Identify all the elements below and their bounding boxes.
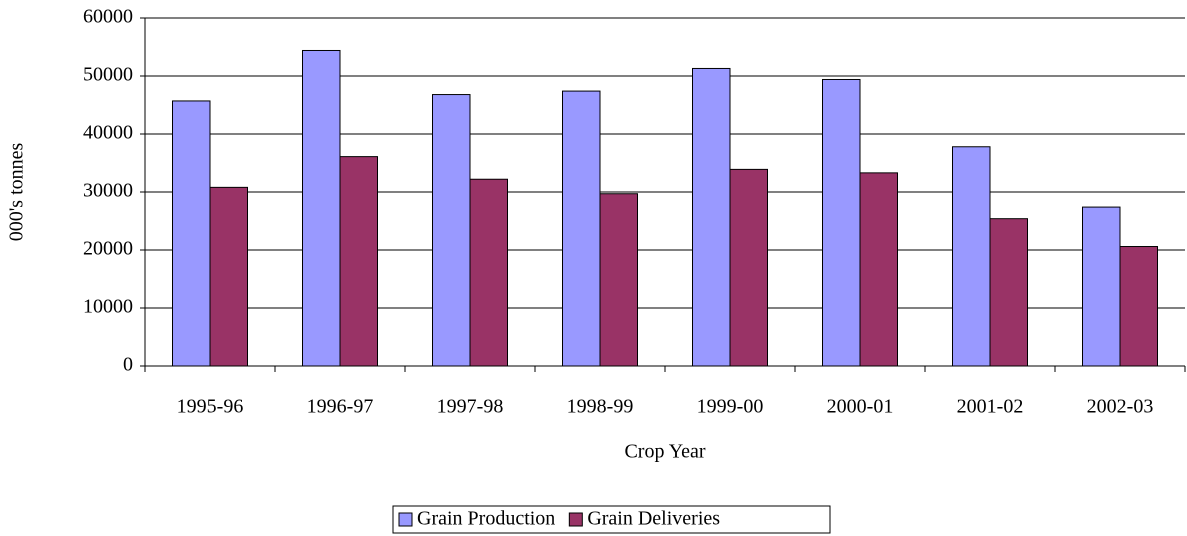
y-tick-label: 30000 [83, 180, 133, 202]
bar [989, 218, 1028, 367]
x-tick-label: 1999-00 [697, 396, 764, 418]
bar [1082, 206, 1121, 367]
x-tick-label: 2000-01 [827, 396, 894, 418]
bar [692, 67, 731, 367]
x-tick-label: 2001-02 [957, 396, 1024, 418]
bar [1119, 246, 1158, 367]
y-tick-label: 40000 [83, 122, 133, 144]
bar [562, 90, 601, 367]
bar [859, 172, 898, 367]
bar [339, 156, 378, 367]
bar [469, 178, 508, 367]
y-tick-label: 10000 [83, 296, 133, 318]
legend-box [392, 505, 831, 534]
x-tick-label: 2002-03 [1087, 396, 1154, 418]
bar [432, 94, 471, 367]
y-tick-label: 60000 [83, 6, 133, 28]
x-tick-label: 1996-97 [307, 396, 374, 418]
bar [822, 78, 861, 367]
legend-swatch [398, 512, 413, 527]
y-axis-title: 000's tonnes [6, 142, 28, 241]
bar [952, 146, 991, 367]
x-tick-label: 1995-96 [177, 396, 244, 418]
y-tick-label: 0 [123, 354, 133, 376]
legend-swatch [568, 512, 583, 527]
x-tick-label: 1997-98 [437, 396, 504, 418]
bar [172, 100, 211, 367]
bar [209, 186, 248, 367]
y-tick-label: 50000 [83, 64, 133, 86]
x-axis-title: Crop Year [624, 441, 705, 463]
bar [729, 168, 768, 367]
legend-label: Grain Production [417, 508, 555, 530]
y-tick-label: 20000 [83, 238, 133, 260]
x-tick-label: 1998-99 [567, 396, 634, 418]
bar [599, 193, 638, 367]
bar [302, 49, 341, 367]
legend-label: Grain Deliveries [587, 508, 720, 530]
